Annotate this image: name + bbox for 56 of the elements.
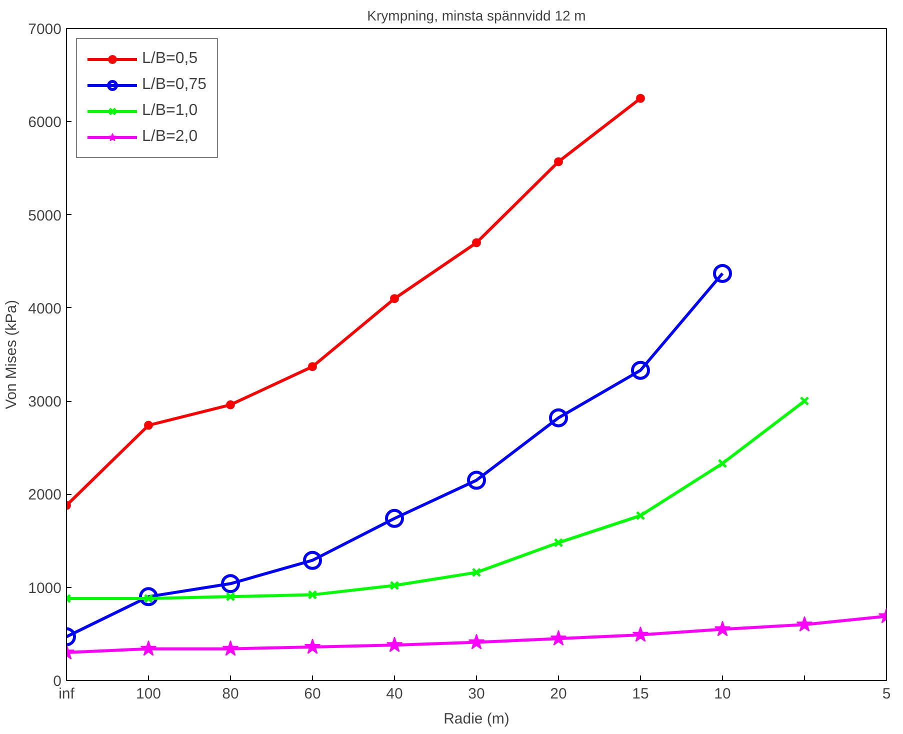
point bbox=[713, 264, 732, 283]
point bbox=[800, 396, 810, 406]
x-axis-title: Radie (m) bbox=[444, 710, 510, 728]
point bbox=[226, 400, 235, 410]
point bbox=[226, 592, 236, 602]
legend-label: L/B=0,75 bbox=[142, 76, 206, 94]
x-tick-label: 100 bbox=[136, 686, 162, 702]
x-tick-label: 10 bbox=[714, 686, 731, 702]
x-tick-label: 30 bbox=[468, 686, 485, 702]
y-tick-label: 6000 bbox=[28, 114, 62, 132]
y-tick-label: 2000 bbox=[28, 486, 62, 504]
x-tick-label: 20 bbox=[550, 686, 567, 702]
point bbox=[221, 574, 240, 594]
legend-label: L/B=0,5 bbox=[142, 50, 198, 68]
point bbox=[554, 157, 563, 166]
point bbox=[554, 538, 564, 548]
chart-title: Krympning, minsta spännvidd 12 m bbox=[367, 8, 586, 24]
point bbox=[308, 362, 317, 372]
point bbox=[467, 470, 486, 490]
point bbox=[631, 360, 650, 380]
point bbox=[303, 550, 322, 570]
point bbox=[550, 630, 567, 646]
point bbox=[632, 626, 649, 642]
point bbox=[304, 638, 321, 654]
legend-label: L/B=1,0 bbox=[142, 102, 198, 120]
y-tick-label: 3000 bbox=[28, 394, 62, 411]
x-tick-label: inf bbox=[58, 686, 76, 702]
point bbox=[222, 640, 239, 656]
point bbox=[390, 580, 400, 590]
point bbox=[386, 636, 403, 652]
y-tick-label: 1000 bbox=[28, 580, 62, 597]
point bbox=[468, 634, 485, 650]
x-tick-label: 5 bbox=[882, 686, 891, 702]
y-tick-label: 5000 bbox=[28, 207, 62, 224]
x-tick-label: 40 bbox=[386, 686, 403, 702]
point bbox=[472, 238, 481, 248]
x-tick-label: 80 bbox=[222, 686, 239, 702]
point bbox=[718, 458, 728, 468]
point bbox=[472, 568, 482, 578]
point bbox=[549, 408, 568, 428]
y-axis-title: Von Mises (kPa) bbox=[3, 300, 20, 410]
x-tick-label: 60 bbox=[304, 686, 321, 702]
point bbox=[714, 620, 731, 636]
legend-label: L/B=2,0 bbox=[142, 128, 198, 146]
point bbox=[140, 640, 157, 656]
point bbox=[636, 510, 646, 520]
y-tick-label: 4000 bbox=[28, 300, 62, 318]
point bbox=[144, 420, 153, 430]
point bbox=[390, 294, 399, 304]
y-tick-label: 7000 bbox=[28, 21, 62, 38]
point bbox=[636, 94, 645, 103]
point bbox=[796, 616, 813, 632]
point bbox=[385, 508, 404, 528]
y-tick-label: 0 bbox=[53, 673, 62, 690]
point bbox=[308, 590, 318, 600]
x-tick-label: 15 bbox=[632, 686, 649, 702]
